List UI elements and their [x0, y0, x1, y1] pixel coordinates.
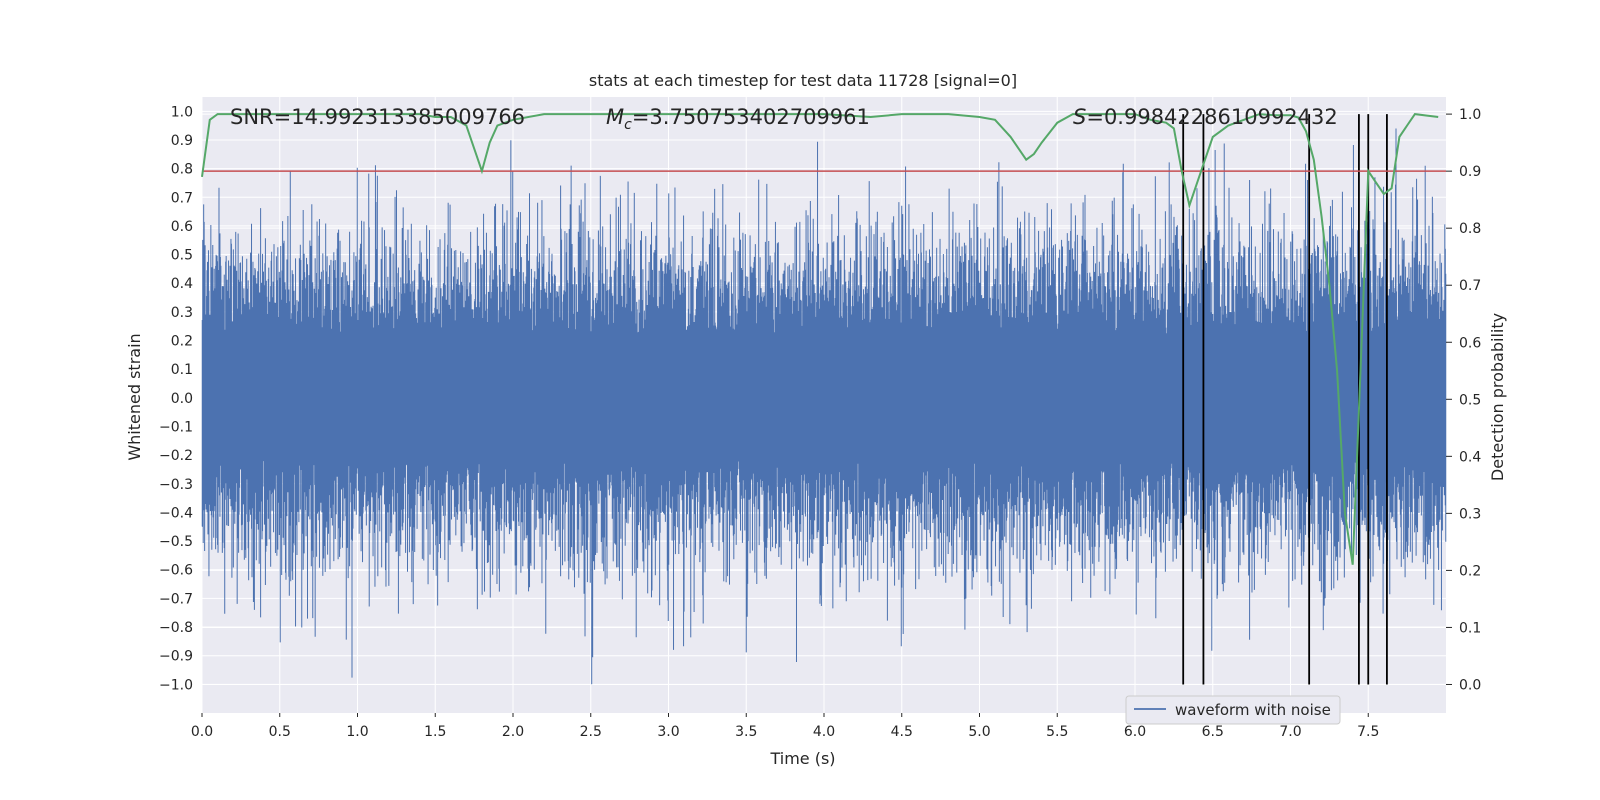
x-tick-label-2: 1.0	[346, 724, 368, 740]
y2-tick-label-7: 0.7	[1459, 278, 1481, 294]
mc-symbol: M	[606, 105, 624, 129]
y2-tick-label-10: 1.0	[1459, 107, 1481, 123]
snr-annotation: SNR=14.992313385009766	[230, 105, 525, 129]
s-symbol: S	[1073, 105, 1086, 129]
y-tick-label-6: −0.4	[159, 505, 193, 521]
y-tick-label-17: 0.7	[171, 190, 193, 206]
y-tick-label-12: 0.2	[171, 334, 193, 350]
x-tick-label-1: 0.5	[269, 724, 291, 740]
x-tick-label-7: 3.5	[735, 724, 757, 740]
x-tick-label-12: 6.0	[1124, 724, 1146, 740]
y2-tick-label-4: 0.4	[1459, 449, 1481, 465]
y2-axis-ticks: 0.0 0.1 0.2 0.3 0.4 0.5 0.6 0.7 0.8 0.9 1.0	[1446, 107, 1481, 693]
x-axis-ticks: 0.0 0.5 1.0 1.5 2.0 2.5 3.0 3.5 4.0 4.5 5.0 5.5 6.0 6…	[191, 713, 1379, 740]
y-tick-label-18: 0.8	[171, 162, 193, 178]
y-tick-label-15: 0.5	[171, 248, 193, 264]
legend-frame	[1125, 695, 1341, 725]
legend: waveform with noise	[1125, 695, 1341, 725]
x-tick-label-11: 5.5	[1046, 724, 1068, 740]
y-tick-label-3: −0.7	[159, 591, 193, 607]
y2-tick-label-8: 0.8	[1459, 221, 1481, 237]
detection-probability-line	[201, 113, 1439, 565]
x-tick-label-13: 6.5	[1202, 724, 1224, 740]
y-tick-label-8: −0.2	[159, 448, 193, 464]
x-tick-label-9: 4.5	[891, 724, 913, 740]
y-tick-label-13: 0.3	[171, 305, 193, 321]
y2-axis-label: Detection probability	[1488, 313, 1507, 481]
y-tick-label-7: −0.3	[159, 477, 193, 493]
y-tick-label-20: 1.0	[171, 104, 193, 120]
y-tick-label-0: −1.0	[159, 677, 193, 693]
x-tick-label-4: 2.0	[502, 724, 524, 740]
y2-tick-label-9: 0.9	[1459, 164, 1481, 180]
y-tick-label-19: 0.9	[171, 133, 193, 149]
waveform-series	[201, 128, 1447, 685]
legend-label: waveform with noise	[1175, 701, 1331, 719]
x-tick-label-5: 2.5	[580, 724, 602, 740]
y-axis-ticks: −1.0 −0.9 −0.8 −0.7 −0.6 −0.5 −0.4 −0.3 −0.2 −0.1…	[159, 104, 193, 693]
y-tick-label-11: 0.1	[171, 362, 193, 378]
x-tick-label-0: 0.0	[191, 724, 213, 740]
y-tick-label-10: 0.0	[171, 391, 193, 407]
y-tick-label-4: −0.6	[159, 563, 193, 579]
x-tick-label-15: 7.5	[1357, 724, 1379, 740]
x-tick-label-6: 3.0	[657, 724, 679, 740]
y-tick-label-5: −0.5	[159, 534, 193, 550]
chirp-mass-annotation: Mc=3.750753402709961	[606, 105, 870, 133]
y2-tick-label-5: 0.5	[1459, 392, 1481, 408]
y-tick-label-16: 0.6	[171, 219, 193, 235]
s-value: =0.9984228610992432	[1086, 105, 1337, 129]
y-tick-label-9: −0.1	[159, 419, 193, 435]
chart-title: stats at each timestep for test data 117…	[589, 71, 1017, 90]
waveform-with-noise-line	[201, 128, 1447, 685]
score-annotation: S=0.9984228610992432	[1073, 105, 1338, 129]
y-tick-label-2: −0.8	[159, 620, 193, 636]
x-tick-label-3: 1.5	[424, 724, 446, 740]
y2-tick-label-6: 0.6	[1459, 335, 1481, 351]
x-tick-label-8: 4.0	[813, 724, 835, 740]
y-tick-label-1: −0.9	[159, 649, 193, 665]
y2-tick-label-0: 0.0	[1459, 677, 1481, 693]
mc-subscript: c	[624, 117, 632, 133]
x-axis-label: Time (s)	[769, 749, 835, 768]
y-tick-label-14: 0.4	[171, 276, 193, 292]
y2-tick-label-1: 0.1	[1459, 620, 1481, 636]
x-tick-label-10: 5.0	[968, 724, 990, 740]
mc-value: =3.750753402709961	[632, 105, 870, 129]
y2-tick-label-3: 0.3	[1459, 506, 1481, 522]
x-tick-label-14: 7.0	[1279, 724, 1301, 740]
y2-tick-label-2: 0.2	[1459, 563, 1481, 579]
y-axis-label: Whitened strain	[125, 333, 144, 460]
